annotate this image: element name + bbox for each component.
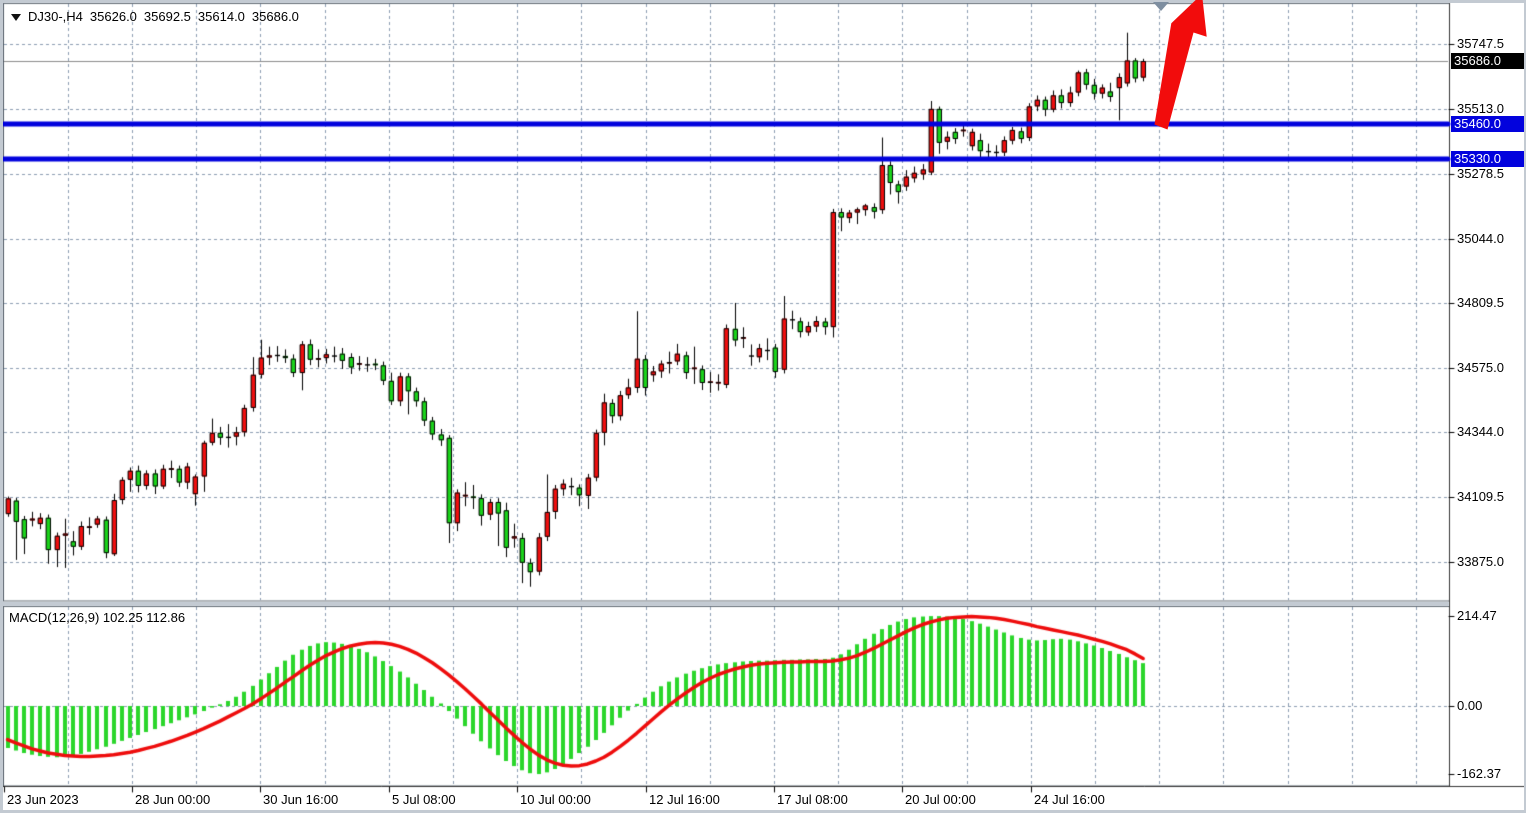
price-axis-label: 35278.5	[1457, 166, 1504, 181]
chart-title-row: DJ30-,H4 35626.0 35692.5 35614.0 35686.0	[11, 9, 299, 24]
time-axis-label: 30 Jun 16:00	[263, 792, 339, 807]
window-frame-bottom	[0, 810, 1526, 813]
low-value: 35614.0	[197, 9, 245, 24]
price-axis-label: 33875.0	[1457, 554, 1504, 569]
window-frame-left	[0, 0, 3, 813]
price-axis-label: 34109.5	[1457, 489, 1504, 504]
window-frame-top	[0, 0, 1526, 3]
time-axis-label: 24 Jul 16:00	[1034, 792, 1105, 807]
macd-indicator-label: MACD(12,26,9) 102.25 112.86	[9, 610, 186, 625]
panel-divider[interactable]	[0, 602, 1449, 606]
price-axis-label: 35513.0	[1457, 101, 1504, 116]
open-value: 35626.0	[89, 9, 137, 24]
price-axis-label: 34575.0	[1457, 360, 1504, 375]
symbol-dropdown-icon[interactable]	[11, 14, 21, 21]
close-value: 35686.0	[251, 9, 299, 24]
price-axis-label: 35747.5	[1457, 36, 1504, 51]
price-axis-label: 35044.0	[1457, 231, 1504, 246]
time-axis-label: 23 Jun 2023	[7, 792, 79, 807]
time-axis-label: 20 Jul 00:00	[905, 792, 976, 807]
level-price-box: 35460.0	[1451, 116, 1524, 132]
macd-scale-label: 214.47	[1457, 608, 1497, 623]
time-axis-label: 5 Jul 08:00	[392, 792, 456, 807]
trend-arrow[interactable]	[1138, 0, 1222, 140]
time-axis-label: 28 Jun 00:00	[135, 792, 211, 807]
time-axis-label: 10 Jul 00:00	[520, 792, 591, 807]
window-frame-right	[1524, 0, 1526, 813]
macd-scale-label: 0.00	[1457, 698, 1483, 713]
high-value: 35692.5	[143, 9, 191, 24]
price-axis-label: 34344.0	[1457, 424, 1504, 439]
trend-arrow-shape	[1154, 0, 1207, 130]
level-price-box: 35330.0	[1451, 151, 1524, 167]
time-axis-label: 17 Jul 08:00	[777, 792, 848, 807]
chart-shift-marker-icon[interactable]	[1153, 2, 1169, 11]
current-price-box: 35686.0	[1451, 53, 1524, 69]
time-axis-label: 12 Jul 16:00	[649, 792, 720, 807]
macd-scale-label: -162.37	[1457, 766, 1502, 781]
symbol-period-label: DJ30-,H4	[28, 9, 83, 24]
price-axis-label: 34809.5	[1457, 295, 1504, 310]
